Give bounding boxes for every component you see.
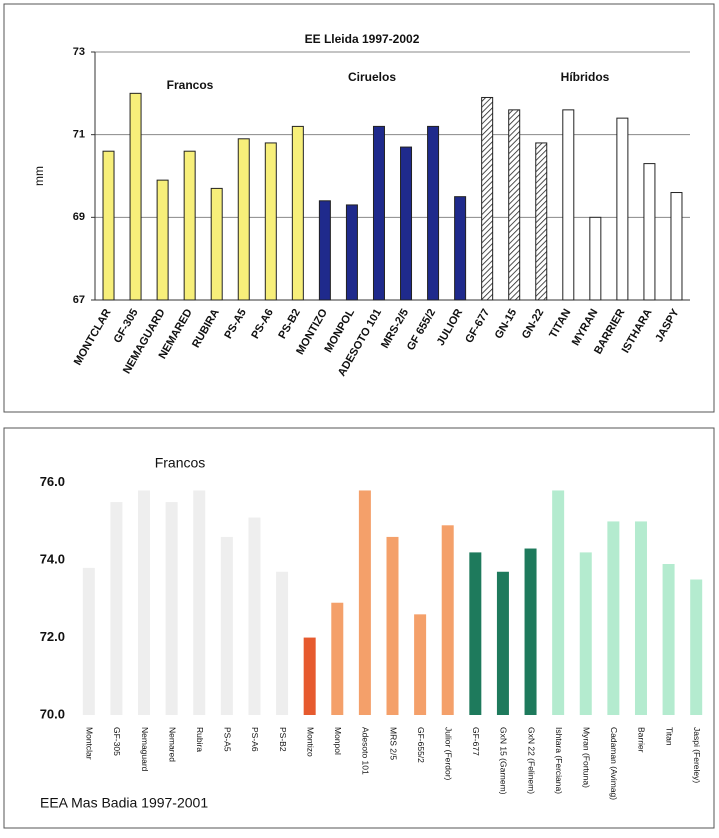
x-tick-label: GxN 22 (Felinem) [526,727,536,794]
chart-title: EE Lleida 1997-2002 [305,32,420,46]
x-tick-label: Adesoto 101 [361,727,371,775]
x-tick-label: PS-B2 [278,727,288,752]
y-tick-label: 69 [73,211,85,223]
y-tick-label: 73 [73,46,85,58]
group-label: Francos [155,455,206,471]
bar [237,138,250,301]
bar [454,196,467,301]
x-tick-label: GF-655/2 [416,727,426,763]
x-tick-label: GF-677 [471,727,481,756]
bar [276,571,289,715]
bar [427,125,440,301]
x-tick-label: Montizo [305,727,315,757]
x-tick-label: Julior (Ferdor) [443,727,453,781]
x-tick-label: PS-A5 [223,727,233,752]
bar [318,200,331,301]
y-tick-label: 70.0 [40,706,65,721]
x-tick-label: GF-677 [463,307,492,345]
bar [220,536,233,715]
x-tick-label: GN-22 [520,307,547,341]
bar [589,216,602,301]
x-tick-label: Nemaguard [140,727,150,772]
chart-frame [3,3,715,413]
group-label: Francos [167,78,214,92]
x-tick-label: Ishtara (Ferciana) [554,727,564,794]
x-tick-label: Cadaman (Avimag) [609,727,619,800]
y-tick-label: 67 [73,294,85,306]
x-tick-label: Montclar [85,727,95,760]
bar [291,125,304,301]
bar [248,517,261,715]
bar [562,109,575,301]
bar [481,96,494,301]
x-tick-label: GF-305 [112,307,141,345]
x-tick-label: MONTCLAR [72,307,114,368]
bar [634,521,647,715]
bar [670,192,683,301]
x-tick-label: Titan [664,727,674,746]
group-label: Híbridos [561,70,610,84]
x-tick-label: RUBIRA [190,307,222,350]
bar [372,125,385,301]
x-tick-label: GN-15 [493,307,520,341]
bar [469,552,482,715]
bar [690,579,703,715]
bar [82,567,95,715]
bar [662,564,675,715]
bar [193,490,206,715]
bar [643,163,656,301]
x-tick-label: JASPY [653,306,682,344]
x-tick-label: TITAN [547,307,573,340]
bar [535,142,548,301]
bar [579,552,592,715]
y-tick-label: 74.0 [40,552,65,567]
chart-title: EEA Mas Badia 1997-2001 [40,795,208,811]
x-tick-label: MRS 2/5 [388,727,398,760]
bar [358,490,371,715]
x-tick-label: PS-B2 [276,307,303,341]
x-tick-label: GxN 15 (Garnem) [499,727,509,795]
y-tick-label: 71 [73,129,85,141]
x-tick-label: GF-305 [112,727,122,756]
x-tick-label: PS-A6 [249,307,276,341]
y-axis-label: mm [32,166,46,186]
bar [552,490,565,715]
bar [210,187,223,301]
bar [496,571,509,715]
bar [303,637,316,715]
x-tick-label: Jaspi (Fereley) [692,727,702,783]
bar [607,521,620,715]
group-label: Ciruelos [348,70,396,84]
bar [138,490,151,715]
bar [102,150,115,301]
bar [156,179,169,301]
bar [414,614,427,715]
bar [400,146,413,301]
x-tick-label: Barrier [637,727,647,753]
bar [129,92,142,301]
bar [386,536,399,715]
bar [524,548,537,715]
x-tick-label: Nemared [167,727,177,762]
y-tick-label: 76.0 [40,474,65,489]
x-tick-label: Myran (Fortuna) [582,727,592,788]
bar [264,142,277,301]
y-tick-label: 72.0 [40,629,65,644]
bar [345,204,358,301]
bar [508,109,521,301]
x-tick-label: Rubira [195,727,205,752]
chart-frame [3,427,715,829]
bar [183,150,196,301]
x-tick-label: JULIOR [435,307,466,348]
bar [331,602,344,715]
x-tick-label: Monpol [333,727,343,755]
bar [441,525,454,715]
x-tick-label: PS-A6 [250,727,260,752]
bar [110,502,123,715]
x-tick-label: PS-A5 [222,307,249,341]
bar [616,117,629,301]
bar [165,502,178,715]
